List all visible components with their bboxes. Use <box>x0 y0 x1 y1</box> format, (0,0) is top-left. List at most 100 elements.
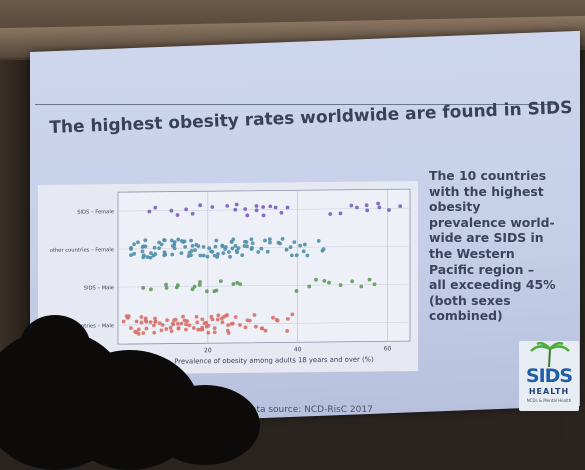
data-point <box>153 316 157 321</box>
data-point <box>141 331 146 335</box>
data-point <box>288 245 293 250</box>
data-point <box>243 239 247 244</box>
data-point <box>165 318 170 323</box>
data-point <box>322 278 327 283</box>
data-point <box>157 246 162 251</box>
data-point <box>263 328 268 333</box>
data-point <box>292 240 297 244</box>
data-point <box>164 286 169 290</box>
data-point <box>141 286 146 290</box>
data-point <box>398 204 403 208</box>
data-point <box>226 331 231 335</box>
logo-word: SIDS <box>525 365 573 387</box>
data-point <box>198 203 203 208</box>
data-point <box>235 280 240 285</box>
data-point <box>349 203 354 208</box>
data-point <box>252 313 257 317</box>
data-point <box>233 207 238 212</box>
data-point <box>223 245 228 249</box>
data-point <box>271 315 275 320</box>
beeswarm-chart: SIDS – Female other countries – Female SID… <box>50 188 411 366</box>
data-point <box>159 242 164 247</box>
data-point <box>198 327 203 332</box>
data-point <box>200 317 205 322</box>
data-point <box>152 245 157 250</box>
side-text-line: prevalence world- <box>429 214 555 230</box>
data-point <box>267 237 272 242</box>
data-point <box>305 253 310 258</box>
data-point <box>214 288 219 293</box>
data-point <box>245 213 250 218</box>
data-point <box>175 213 180 217</box>
data-point <box>320 248 325 253</box>
data-point <box>163 252 168 257</box>
data-point <box>143 238 148 243</box>
data-point <box>233 315 238 319</box>
data-point <box>181 314 185 319</box>
data-point <box>307 284 312 289</box>
data-point <box>136 240 140 245</box>
x-tick-label: 60 <box>384 345 392 352</box>
data-point <box>298 243 303 248</box>
palm-tree-icon <box>530 341 570 367</box>
side-text-line: wide are SIDS in <box>429 230 544 246</box>
data-point <box>164 327 169 331</box>
data-point <box>176 237 181 242</box>
slide-side-text: The 10 countries with the highest obesity p… <box>429 168 579 324</box>
data-point <box>261 205 266 209</box>
data-point <box>129 253 133 258</box>
data-point <box>265 249 270 254</box>
data-point <box>338 283 343 287</box>
data-point <box>213 244 218 249</box>
data-point <box>173 317 178 322</box>
side-text-line: Pacific region – <box>429 261 535 277</box>
data-point <box>149 287 153 292</box>
data-point <box>134 319 139 324</box>
data-point <box>254 208 259 213</box>
data-point <box>294 253 299 258</box>
data-point <box>198 253 203 258</box>
data-point <box>365 208 370 213</box>
data-point <box>189 253 193 258</box>
data-point <box>240 253 245 258</box>
data-point <box>279 210 284 215</box>
data-point <box>169 208 174 213</box>
data-point <box>316 239 321 243</box>
side-text-line: the Western <box>429 245 515 261</box>
data-point <box>218 279 223 284</box>
plot-area <box>117 188 411 345</box>
side-text-line: obesity <box>429 199 481 215</box>
data-point <box>190 243 195 248</box>
data-point <box>187 323 192 328</box>
data-point <box>212 326 217 331</box>
data-point <box>285 329 290 333</box>
data-point <box>175 283 180 288</box>
data-point <box>216 313 221 318</box>
data-point <box>238 323 242 327</box>
data-point <box>214 238 219 243</box>
data-point <box>170 252 175 257</box>
data-point <box>225 204 230 208</box>
data-point <box>194 314 199 319</box>
data-point <box>148 320 153 325</box>
data-point <box>327 280 331 285</box>
data-point <box>192 284 197 289</box>
data-point <box>233 244 238 248</box>
data-point <box>276 240 281 245</box>
data-point <box>294 289 299 293</box>
data-point <box>145 255 150 259</box>
data-point <box>387 208 391 212</box>
data-point <box>184 322 188 327</box>
data-point <box>179 321 184 326</box>
data-point <box>152 323 156 328</box>
y-gridline <box>118 321 410 326</box>
y-gridline <box>118 207 410 212</box>
data-point <box>159 328 164 333</box>
data-point <box>164 282 168 287</box>
data-point <box>206 330 211 335</box>
data-point <box>268 240 272 245</box>
data-point <box>195 320 200 325</box>
data-point <box>179 251 184 256</box>
data-point <box>220 243 225 248</box>
data-point <box>212 330 217 335</box>
